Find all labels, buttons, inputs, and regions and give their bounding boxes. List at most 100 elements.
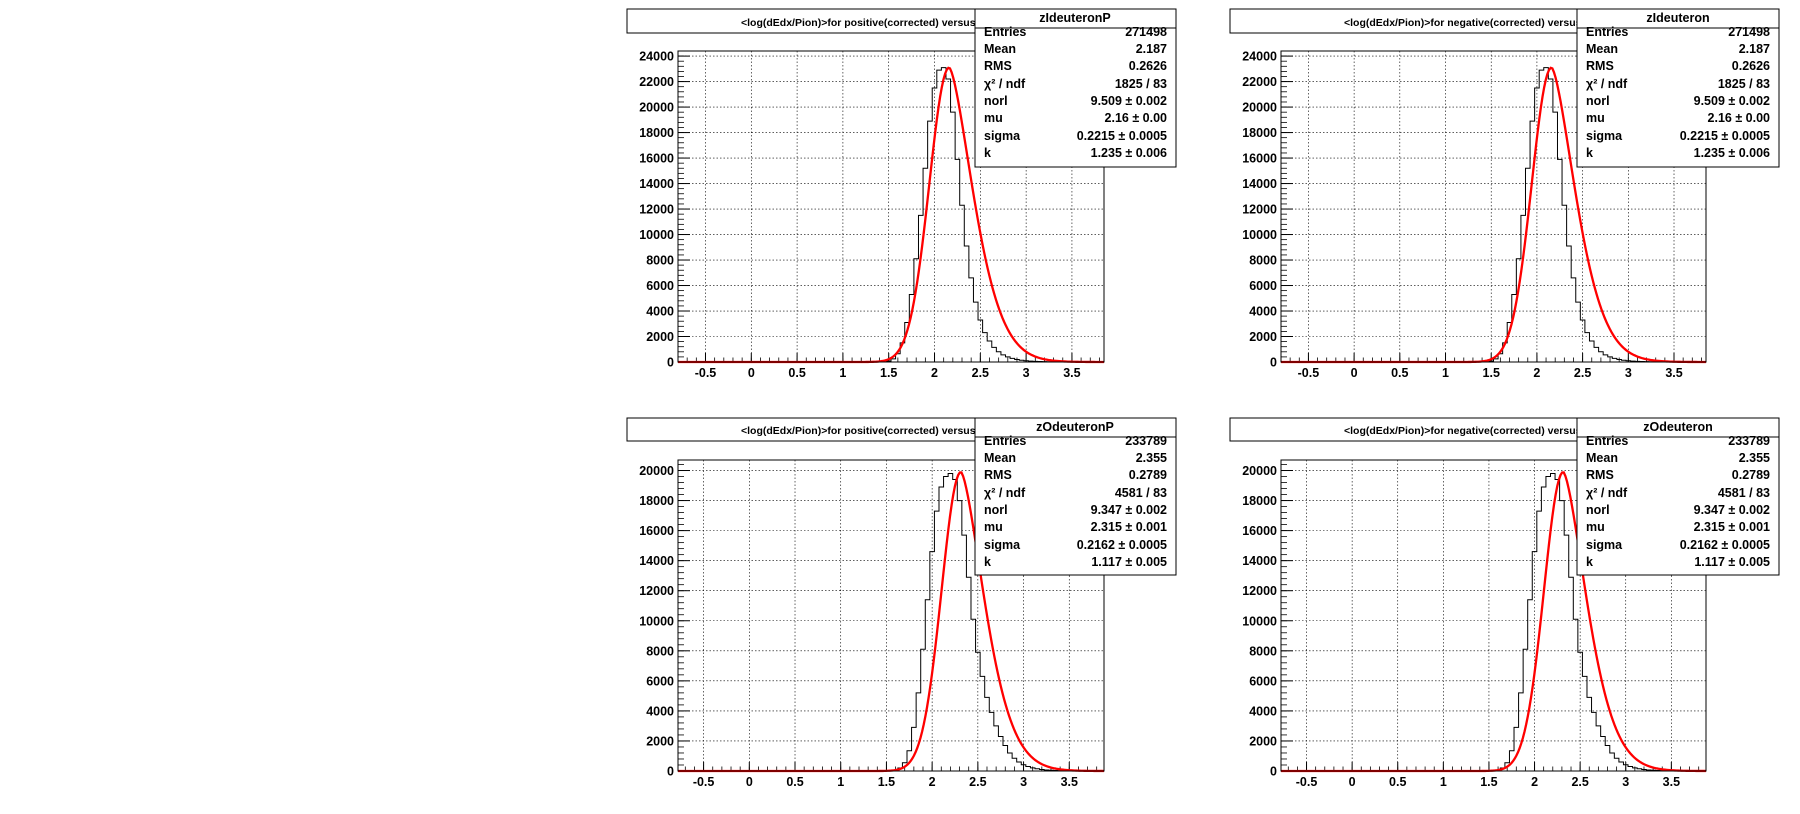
- stats-label: RMS: [1586, 59, 1614, 73]
- stats-box: [1576, 417, 1780, 576]
- x-tick-label: 1: [1440, 775, 1447, 789]
- x-tick-label: 2: [931, 366, 938, 380]
- x-tick-label: 3.5: [1663, 775, 1680, 789]
- stats-value: 0.2789: [1732, 468, 1770, 482]
- x-tick-label: 3: [1622, 775, 1629, 789]
- stats-label: RMS: [984, 59, 1012, 73]
- stats-label: Entries: [984, 25, 1026, 39]
- stats-value: 1.117 ± 0.005: [1091, 555, 1167, 569]
- x-tick-label: 1.5: [878, 775, 895, 789]
- stats-value: 2.315 ± 0.001: [1091, 520, 1167, 534]
- x-tick-label: 3.5: [1063, 366, 1080, 380]
- stats-label: χ² / ndf: [984, 486, 1026, 500]
- x-tick-label: 2.5: [1571, 775, 1588, 789]
- stats-label: sigma: [1586, 129, 1623, 143]
- stats-histogram-name: zIdeuteronP: [1039, 11, 1111, 25]
- plot-frame: [1280, 50, 1707, 363]
- y-tick-label: 16000: [1242, 524, 1277, 538]
- stats-value: 233789: [1125, 434, 1167, 448]
- stats-label: sigma: [984, 538, 1021, 552]
- y-tick-label: 2000: [646, 330, 674, 344]
- title-box: [626, 8, 1023, 34]
- stats-box: [974, 417, 1177, 576]
- plot-frame: [677, 459, 1105, 772]
- stats-label: norl: [984, 94, 1008, 108]
- stats-label: RMS: [984, 468, 1012, 482]
- title-box: [1229, 8, 1625, 34]
- stats-histogram-name: zIdeuteron: [1646, 11, 1709, 25]
- x-tick-label: 1: [839, 366, 846, 380]
- stats-histogram-name: zOdeuteron: [1643, 420, 1712, 434]
- x-tick-label: 1: [837, 775, 844, 789]
- stats-value: 0.2215 ± 0.0005: [1680, 129, 1770, 143]
- y-tick-label: 10000: [1242, 614, 1277, 628]
- x-tick-label: 1.5: [1480, 775, 1497, 789]
- stats-label: k: [1586, 146, 1593, 160]
- x-tick-label: 1: [1442, 366, 1449, 380]
- x-tick-label: 0.5: [786, 775, 803, 789]
- stats-label: χ² / ndf: [1586, 486, 1628, 500]
- y-tick-label: 4000: [1249, 305, 1277, 319]
- stats-value: 0.2215 ± 0.0005: [1077, 129, 1167, 143]
- y-tick-label: 12000: [1242, 584, 1277, 598]
- y-tick-label: 6000: [1249, 674, 1277, 688]
- y-tick-label: 12000: [1242, 203, 1277, 217]
- y-tick-label: 20000: [639, 464, 674, 478]
- histogram-panel-1: -0.5 0 0.5 1 1.5 2 2.5 3 3.5 0 2000 4000 6000 8000 100…: [626, 8, 1177, 380]
- y-tick-label: 2000: [1249, 330, 1277, 344]
- x-tick-label: 0: [746, 775, 753, 789]
- y-tick-label: 14000: [1242, 554, 1277, 568]
- y-tick-label: 20000: [1242, 101, 1277, 115]
- stats-value: 2.355: [1136, 451, 1167, 465]
- y-tick-label: 2000: [1249, 734, 1277, 748]
- stats-label: Mean: [1586, 451, 1618, 465]
- stats-value: 9.509 ± 0.002: [1694, 94, 1770, 108]
- x-tick-label: 0.5: [1391, 366, 1408, 380]
- y-tick-label: 16000: [639, 524, 674, 538]
- y-tick-label: 14000: [639, 554, 674, 568]
- stats-label: norl: [1586, 503, 1610, 517]
- stats-box: [1576, 8, 1780, 168]
- y-tick-label: 6000: [646, 674, 674, 688]
- y-tick-label: 18000: [1242, 126, 1277, 140]
- stats-value: 0.2626: [1129, 59, 1167, 73]
- y-tick-label: 6000: [1249, 279, 1277, 293]
- y-tick-label: 4000: [1249, 704, 1277, 718]
- y-tick-label: 16000: [639, 152, 674, 166]
- x-tick-label: 2: [929, 775, 936, 789]
- y-tick-label: 24000: [639, 50, 674, 64]
- x-tick-label: 0: [1349, 775, 1356, 789]
- stats-value: 1.235 ± 0.006: [1694, 146, 1770, 160]
- x-tick-label: -0.5: [1298, 366, 1320, 380]
- x-tick-label: 2.5: [972, 366, 989, 380]
- histogram-steps: [678, 473, 1104, 772]
- stats-label: sigma: [984, 129, 1021, 143]
- stats-value: 2.16 ± 0.00: [1105, 111, 1168, 125]
- y-tick-label: 20000: [639, 101, 674, 115]
- x-tick-label: 2.5: [969, 775, 986, 789]
- stats-label: mu: [1586, 520, 1605, 534]
- histogram-panel-2: -0.5 0 0.5 1 1.5 2 2.5 3 3.5 0 2000 4000 6000 8000 100…: [1229, 8, 1780, 380]
- x-tick-label: 2.5: [1574, 366, 1591, 380]
- x-tick-label: 3: [1020, 775, 1027, 789]
- y-tick-label: 0: [667, 765, 674, 779]
- y-tick-label: 10000: [639, 614, 674, 628]
- y-tick-label: 10000: [639, 228, 674, 242]
- x-tick-label: 0.5: [1389, 775, 1406, 789]
- x-tick-label: 0: [748, 366, 755, 380]
- y-tick-label: 12000: [639, 584, 674, 598]
- y-tick-label: 8000: [1249, 644, 1277, 658]
- stats-value: 271498: [1125, 25, 1167, 39]
- y-tick-label: 12000: [639, 203, 674, 217]
- histogram-panel-4: -0.5 0 0.5 1 1.5 2 2.5 3 3.5 0 2000 4000 6000 8000 100…: [1229, 417, 1780, 789]
- stats-label: Entries: [1586, 25, 1628, 39]
- stats-value: 1.235 ± 0.006: [1091, 146, 1167, 160]
- stats-label: norl: [1586, 94, 1610, 108]
- x-tick-label: 3.5: [1665, 366, 1682, 380]
- stats-value: 2.16 ± 0.00: [1708, 111, 1771, 125]
- stats-value: 2.187: [1739, 42, 1770, 56]
- y-tick-label: 16000: [1242, 152, 1277, 166]
- stats-label: Mean: [984, 42, 1016, 56]
- stats-label: Mean: [984, 451, 1016, 465]
- stats-box: [974, 8, 1177, 168]
